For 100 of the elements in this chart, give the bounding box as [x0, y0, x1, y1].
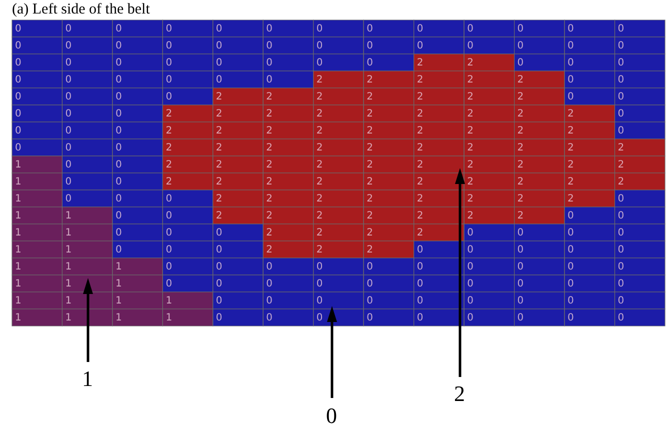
data-label: 1 — [15, 244, 22, 256]
data-label: 1 — [65, 244, 72, 256]
data-label: 2 — [316, 176, 323, 188]
data-label: 2 — [316, 142, 323, 154]
data-label: 0 — [166, 278, 172, 290]
data-label: 2 — [216, 160, 222, 170]
chart-title: (a) Left side of the belt — [12, 2, 151, 18]
data-label: 2 — [366, 176, 373, 188]
data-label: 0 — [166, 194, 172, 204]
data-label: 0 — [618, 296, 624, 306]
data-label: 1 — [15, 278, 22, 290]
data-label: 2 — [316, 74, 323, 86]
data-label: 0 — [115, 40, 122, 52]
data-label: 0 — [366, 58, 373, 68]
data-label: 2 — [517, 108, 524, 120]
data-label: 2 — [266, 210, 273, 222]
data-label: 0 — [618, 58, 624, 68]
data-label: 0 — [416, 296, 424, 306]
data-label: 0 — [166, 262, 172, 272]
data-label: 0 — [618, 312, 624, 324]
data-label: 2 — [366, 142, 373, 154]
data-label: 0 — [65, 74, 72, 86]
data-label: 0 — [115, 176, 122, 188]
data-label: 2 — [166, 142, 172, 154]
data-label: 2 — [467, 176, 474, 188]
data-label: 0 — [618, 40, 624, 52]
data-label: 0 — [166, 24, 172, 34]
data-label: 0 — [416, 312, 424, 324]
data-label: 0 — [618, 228, 624, 238]
data-label: 0 — [568, 278, 574, 290]
data-label: 2 — [568, 160, 574, 170]
data-label: 2 — [568, 108, 574, 120]
data-label: 0 — [517, 244, 524, 256]
data-label: 2 — [366, 194, 373, 204]
data-label: 0 — [65, 58, 72, 68]
data-label: 0 — [366, 278, 373, 290]
data-label: 0 — [467, 312, 474, 324]
text: 1 — [82, 366, 93, 391]
data-label: 2 — [618, 176, 624, 188]
data-label: 1 — [115, 312, 122, 324]
data-label: 0 — [366, 262, 373, 272]
data-label: 0 — [15, 142, 22, 154]
data-label: 1 — [15, 210, 22, 222]
data-label: 0 — [266, 58, 273, 68]
data-label: 0 — [266, 312, 273, 324]
data-label: 0 — [65, 108, 72, 120]
data-label: 1 — [65, 296, 72, 306]
data-label: 0 — [416, 244, 424, 256]
data-label: 2 — [366, 244, 373, 256]
data-label: 2 — [316, 210, 323, 222]
data-label: 2 — [568, 142, 574, 154]
data-label: 1 — [65, 278, 72, 290]
data-label: 0 — [115, 58, 122, 68]
data-label: 0 — [467, 244, 474, 256]
data-label: 0 — [467, 40, 474, 52]
data-label: 2 — [416, 160, 424, 170]
data-label: 2 — [366, 228, 373, 238]
data-label: 0 — [15, 74, 22, 86]
data-label: 0 — [166, 58, 172, 68]
data-label: 0 — [266, 278, 273, 290]
data-label: 2 — [467, 194, 474, 204]
data-label: 2 — [316, 126, 323, 136]
data-label: 2 — [316, 228, 323, 238]
data-label: 0 — [517, 278, 524, 290]
data-label: 2 — [416, 194, 424, 204]
data-label: 0 — [65, 126, 72, 136]
data-label: 2 — [266, 228, 273, 238]
data-label: 2 — [467, 74, 474, 86]
data-label: 2 — [517, 194, 524, 204]
data-label: 2 — [467, 160, 474, 170]
data-label: 2 — [366, 126, 373, 136]
data-label: 0 — [166, 210, 172, 222]
data-label: 0 — [316, 278, 323, 290]
data-label: 2 — [366, 210, 373, 222]
data-label: 0 — [618, 24, 624, 34]
data-label: 0 — [216, 74, 222, 86]
data-label: 0 — [618, 92, 624, 102]
data-label: 2 — [266, 244, 273, 256]
data-label: 0 — [216, 228, 222, 238]
data-label: 0 — [568, 24, 574, 34]
data-label: 0 — [618, 278, 624, 290]
data-label: 2 — [517, 74, 524, 86]
data-label: 0 — [115, 126, 122, 136]
data-label: 2 — [467, 92, 474, 102]
data-label: 2 — [366, 74, 373, 86]
data-label: 0 — [618, 194, 624, 204]
data-label: 0 — [366, 296, 373, 306]
data-label: 2 — [266, 126, 273, 136]
data-label: 0 — [166, 244, 172, 256]
data-label: 0 — [15, 24, 22, 34]
data-label: 0 — [15, 108, 22, 120]
data-label: 0 — [416, 40, 424, 52]
data-label: 0 — [115, 74, 122, 86]
data-label: 2 — [266, 194, 273, 204]
data-label: 0 — [517, 40, 524, 52]
data-label: 2 — [316, 194, 323, 204]
text: 2 — [454, 381, 465, 406]
data-label: 0 — [166, 228, 172, 238]
data-label: 2 — [266, 108, 273, 120]
data-label: 2 — [316, 160, 323, 170]
